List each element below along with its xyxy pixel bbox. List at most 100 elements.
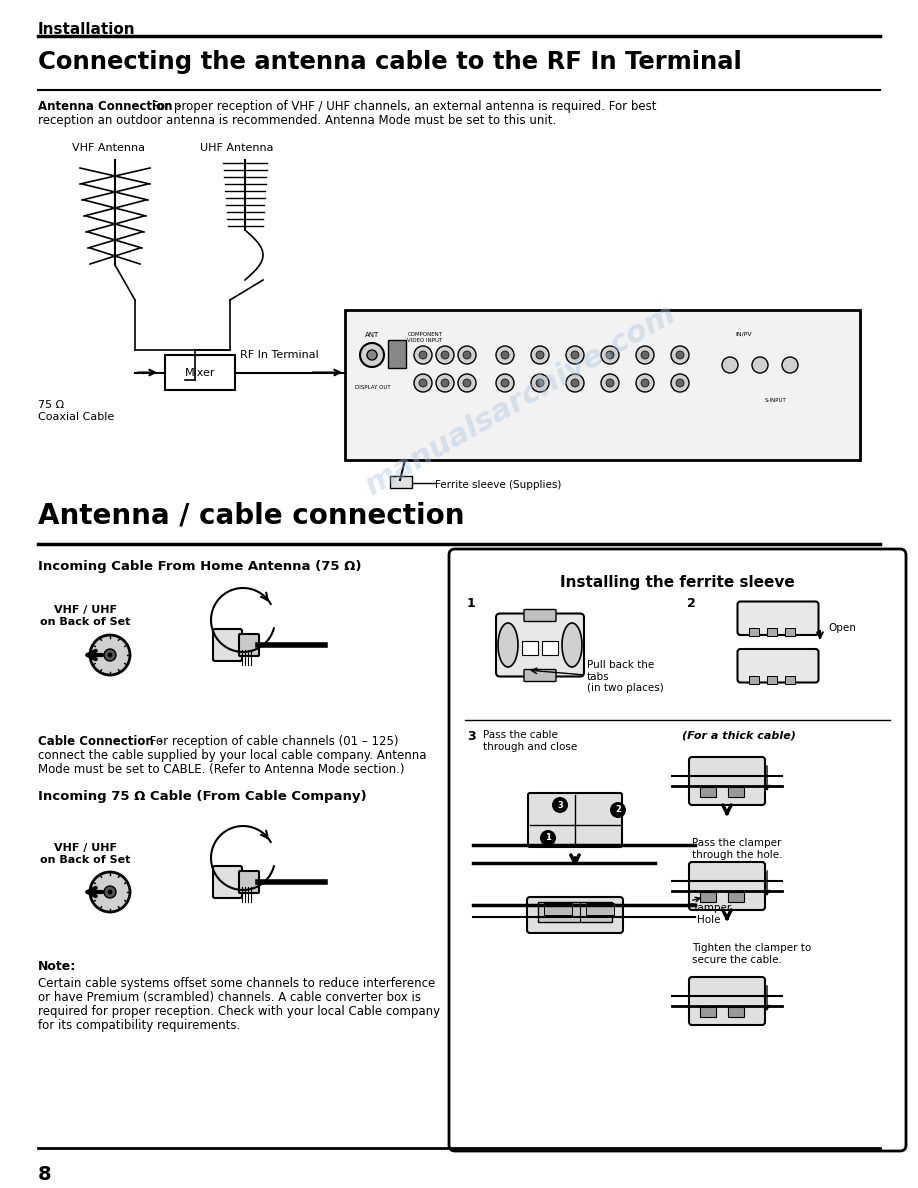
Circle shape (463, 379, 471, 387)
Text: 3: 3 (557, 801, 563, 809)
Circle shape (90, 872, 130, 912)
FancyBboxPatch shape (524, 670, 556, 682)
Ellipse shape (562, 623, 582, 666)
Text: Tighten the clamper to
secure the cable.: Tighten the clamper to secure the cable. (692, 943, 812, 965)
Text: or have Premium (scrambled) channels. A cable converter box is: or have Premium (scrambled) channels. A … (38, 991, 421, 1004)
Bar (544, 903, 572, 915)
Text: VHF / UHF
on Back of Set: VHF / UHF on Back of Set (39, 605, 130, 626)
Circle shape (676, 379, 684, 387)
Circle shape (641, 379, 649, 387)
FancyBboxPatch shape (737, 601, 819, 636)
Circle shape (419, 350, 427, 359)
Bar (785, 676, 794, 683)
Circle shape (610, 802, 626, 819)
Text: Antenna Connection -: Antenna Connection - (38, 100, 182, 113)
Circle shape (571, 379, 579, 387)
Text: Certain cable systems offset some channels to reduce interference: Certain cable systems offset some channe… (38, 977, 435, 990)
FancyBboxPatch shape (213, 866, 242, 898)
Text: VHF / UHF
on Back of Set: VHF / UHF on Back of Set (39, 843, 130, 865)
Text: required for proper reception. Check with your local Cable company: required for proper reception. Check wit… (38, 1005, 440, 1018)
Text: Connecting the antenna cable to the RF In Terminal: Connecting the antenna cable to the RF I… (38, 50, 742, 74)
Circle shape (441, 379, 449, 387)
Circle shape (536, 350, 544, 359)
Bar (700, 892, 716, 902)
Circle shape (531, 374, 549, 392)
Circle shape (531, 346, 549, 364)
Bar (767, 628, 777, 636)
Circle shape (636, 374, 654, 392)
FancyBboxPatch shape (345, 310, 860, 460)
Circle shape (108, 653, 112, 657)
Bar (388, 340, 406, 368)
Text: Installation: Installation (38, 23, 136, 37)
Circle shape (671, 374, 689, 392)
Text: 1: 1 (545, 834, 551, 842)
Circle shape (601, 346, 619, 364)
Circle shape (566, 374, 584, 392)
Bar (538, 902, 612, 922)
Circle shape (566, 346, 584, 364)
Bar (748, 676, 758, 683)
FancyBboxPatch shape (528, 794, 622, 847)
Text: Pass the cable
through and close: Pass the cable through and close (483, 729, 577, 752)
Text: Mode must be set to CABLE. (Refer to Antenna Mode section.): Mode must be set to CABLE. (Refer to Ant… (38, 763, 405, 776)
FancyBboxPatch shape (239, 871, 259, 893)
Text: Ferrite sleeve (Supplies): Ferrite sleeve (Supplies) (435, 480, 562, 489)
Text: Incoming 75 Ω Cable (From Cable Company): Incoming 75 Ω Cable (From Cable Company) (38, 790, 366, 803)
Circle shape (782, 358, 798, 373)
Bar (700, 786, 716, 797)
Text: Hole: Hole (697, 915, 721, 925)
Bar (728, 786, 744, 797)
Circle shape (108, 890, 112, 895)
Circle shape (641, 350, 649, 359)
Circle shape (536, 379, 544, 387)
Text: 2: 2 (687, 598, 696, 609)
Text: Open: Open (828, 623, 856, 633)
Circle shape (441, 350, 449, 359)
Circle shape (606, 350, 614, 359)
Text: Antenna / cable connection: Antenna / cable connection (38, 503, 465, 530)
Circle shape (501, 379, 509, 387)
Bar (767, 676, 777, 683)
Text: (For a thick cable): (For a thick cable) (682, 729, 796, 740)
Circle shape (360, 343, 384, 367)
FancyBboxPatch shape (449, 549, 906, 1151)
FancyBboxPatch shape (527, 897, 623, 933)
Text: 3: 3 (467, 729, 476, 742)
Circle shape (671, 346, 689, 364)
Bar (728, 892, 744, 902)
Circle shape (367, 350, 377, 360)
Circle shape (90, 636, 130, 675)
FancyBboxPatch shape (524, 609, 556, 621)
Circle shape (606, 379, 614, 387)
Circle shape (436, 346, 454, 364)
Circle shape (496, 346, 514, 364)
Circle shape (636, 346, 654, 364)
Text: Note:: Note: (38, 960, 76, 973)
Text: 1: 1 (467, 598, 476, 609)
Text: Clamper: Clamper (687, 903, 732, 914)
Text: Incoming Cable From Home Antenna (75 Ω): Incoming Cable From Home Antenna (75 Ω) (38, 560, 362, 573)
Text: COMPONENT
VIDEO INPUT: COMPONENT VIDEO INPUT (408, 331, 442, 343)
FancyBboxPatch shape (213, 628, 242, 661)
FancyBboxPatch shape (689, 862, 765, 910)
Text: S-INPUT: S-INPUT (765, 398, 787, 403)
FancyBboxPatch shape (689, 757, 765, 805)
FancyBboxPatch shape (737, 649, 819, 682)
FancyBboxPatch shape (689, 977, 765, 1025)
Text: 75 Ω
Coaxial Cable: 75 Ω Coaxial Cable (38, 400, 114, 422)
Bar (586, 903, 614, 915)
Text: Cable Connection -: Cable Connection - (38, 735, 162, 748)
Bar (542, 642, 558, 655)
Text: DISPLAY OUT: DISPLAY OUT (355, 385, 391, 390)
Bar (390, 476, 412, 488)
Circle shape (414, 346, 432, 364)
Text: 8: 8 (38, 1165, 51, 1184)
Text: UHF Antenna: UHF Antenna (200, 143, 274, 153)
Bar (522, 642, 538, 655)
Text: IN/PV: IN/PV (735, 331, 752, 337)
Circle shape (463, 350, 471, 359)
Text: manualsarchive.com: manualsarchive.com (360, 299, 680, 501)
Circle shape (436, 374, 454, 392)
FancyBboxPatch shape (496, 613, 584, 676)
